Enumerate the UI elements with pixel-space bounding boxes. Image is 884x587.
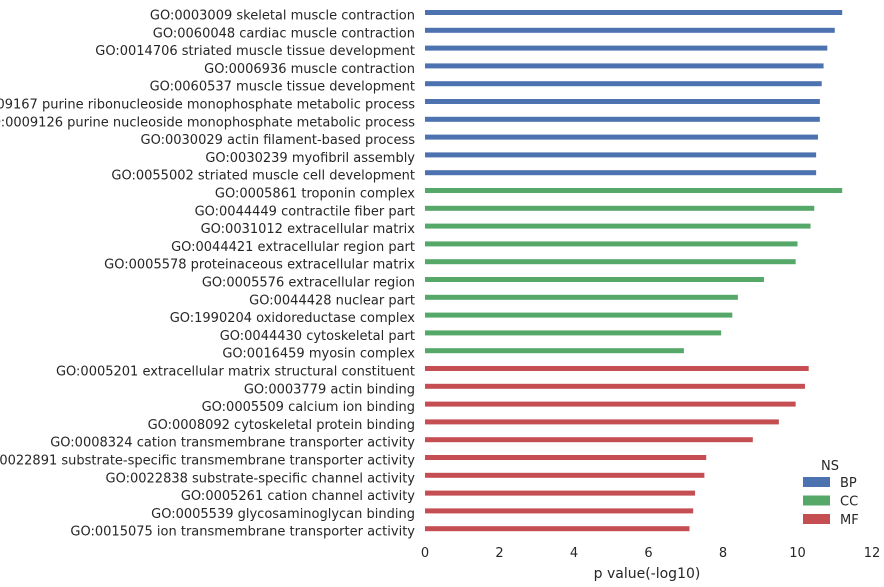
- category-label: GO:0009126 purine nucleoside monophospha…: [0, 115, 415, 130]
- category-label: GO:0030239 myofibril assembly: [205, 151, 415, 166]
- bar-bp: [425, 152, 817, 158]
- category-label: GO:0005576 extracellular region: [202, 276, 415, 291]
- category-label: GO:0016459 myosin complex: [222, 347, 415, 362]
- category-label: GO:0005861 troponin complex: [215, 187, 415, 202]
- bar-cc: [425, 223, 811, 229]
- category-label: GO:0044430 cytoskeletal part: [220, 329, 415, 344]
- x-axis-ticks: 0 2 4 6 8 10 12: [421, 546, 880, 561]
- bar-bp: [425, 81, 822, 87]
- category-label: GO:0044449 contractile fiber part: [195, 204, 415, 219]
- bars-layer: [425, 10, 843, 532]
- bar-bp: [425, 99, 820, 104]
- category-label: GO:0005509 calcium ion binding: [202, 400, 415, 415]
- legend-swatch-cc: [803, 495, 830, 506]
- category-label: GO:0022891 substrate-specific transmembr…: [0, 454, 415, 469]
- legend-swatch-bp: [803, 477, 830, 487]
- legend-label-mf: MF: [840, 513, 859, 528]
- bar-bp: [425, 134, 818, 140]
- bar-bp: [425, 116, 820, 122]
- bar-bp: [425, 170, 817, 176]
- category-label: GO:0005201 extracellular matrix structur…: [56, 365, 415, 380]
- bar-mf: [425, 508, 694, 514]
- x-axis-title: p value(-log10): [594, 566, 701, 582]
- x-tick-label: 8: [719, 546, 727, 561]
- category-label: GO:0044428 nuclear part: [249, 293, 415, 308]
- bar-cc: [425, 294, 738, 300]
- bar-cc: [425, 348, 684, 354]
- category-label: GO:0005578 proteinaceous extracellular m…: [104, 258, 415, 273]
- legend-label-cc: CC: [840, 495, 858, 510]
- legend-swatch-mf: [803, 514, 830, 524]
- x-tick-label: 2: [495, 546, 503, 561]
- bar-mf: [425, 490, 696, 496]
- bar-bp: [425, 10, 843, 15]
- category-label: GO:0030029 actin filament-based process: [141, 133, 416, 148]
- x-tick-label: 0: [421, 546, 429, 561]
- bar-cc: [425, 188, 843, 193]
- category-label: GO:0006936 muscle contraction: [204, 62, 415, 77]
- x-tick-label: 4: [570, 546, 578, 561]
- bar-mf: [425, 472, 705, 478]
- category-label: GO:0014706 striated muscle tissue develo…: [95, 44, 415, 59]
- x-tick-label: 12: [864, 546, 881, 561]
- bar-cc: [425, 277, 764, 282]
- category-label: GO:0003009 skeletal muscle contraction: [150, 9, 415, 24]
- category-label: GO:0009167 purine ribonucleoside monopho…: [0, 98, 415, 113]
- category-label: GO:1990204 oxidoreductase complex: [170, 311, 416, 326]
- x-tick-label: 10: [789, 546, 806, 561]
- bar-cc: [425, 312, 733, 318]
- bar-bp: [425, 63, 824, 69]
- legend-entries: BP CC MF: [803, 476, 859, 528]
- bar-mf: [425, 526, 690, 532]
- bar-cc: [425, 330, 722, 336]
- category-label: GO:0008092 cytoskeletal protein binding: [148, 418, 415, 433]
- bar-mf: [425, 383, 805, 389]
- category-label: GO:0044421 extracellular region part: [171, 240, 415, 255]
- bar-mf: [425, 437, 753, 443]
- legend-title: NS: [821, 459, 839, 474]
- category-label: GO:0003779 actin binding: [244, 382, 415, 397]
- bar-bp: [425, 45, 828, 51]
- bar-cc: [425, 205, 815, 211]
- bar-mf: [425, 366, 809, 371]
- category-label: GO:0060048 cardiac muscle contraction: [153, 26, 415, 41]
- category-label: GO:0022838 substrate-specific channel ac…: [106, 471, 416, 486]
- category-label: GO:0005539 glycosaminoglycan binding: [151, 507, 415, 522]
- bar-cc: [425, 241, 798, 247]
- legend-label-bp: BP: [840, 476, 857, 491]
- category-label: GO:0055002 striated muscle cell developm…: [111, 169, 415, 184]
- bar-mf: [425, 419, 779, 425]
- bar-mf: [425, 455, 707, 460]
- x-tick-label: 6: [644, 546, 652, 561]
- bar-cc: [425, 259, 796, 265]
- category-label: GO:0060537 muscle tissue development: [150, 80, 415, 95]
- category-label: GO:0015075 ion transmembrane transporter…: [70, 525, 415, 540]
- legend: NS BP CC MF: [803, 459, 859, 528]
- bar-bp: [425, 27, 835, 33]
- category-label: GO:0005261 cation channel activity: [181, 489, 415, 504]
- category-label: GO:0008324 cation transmembrane transpor…: [50, 436, 415, 451]
- bar-mf: [425, 401, 796, 407]
- category-labels: GO:0003009 skeletal muscle contraction GO…: [0, 9, 415, 540]
- category-label: GO:0031012 extracellular matrix: [201, 222, 416, 237]
